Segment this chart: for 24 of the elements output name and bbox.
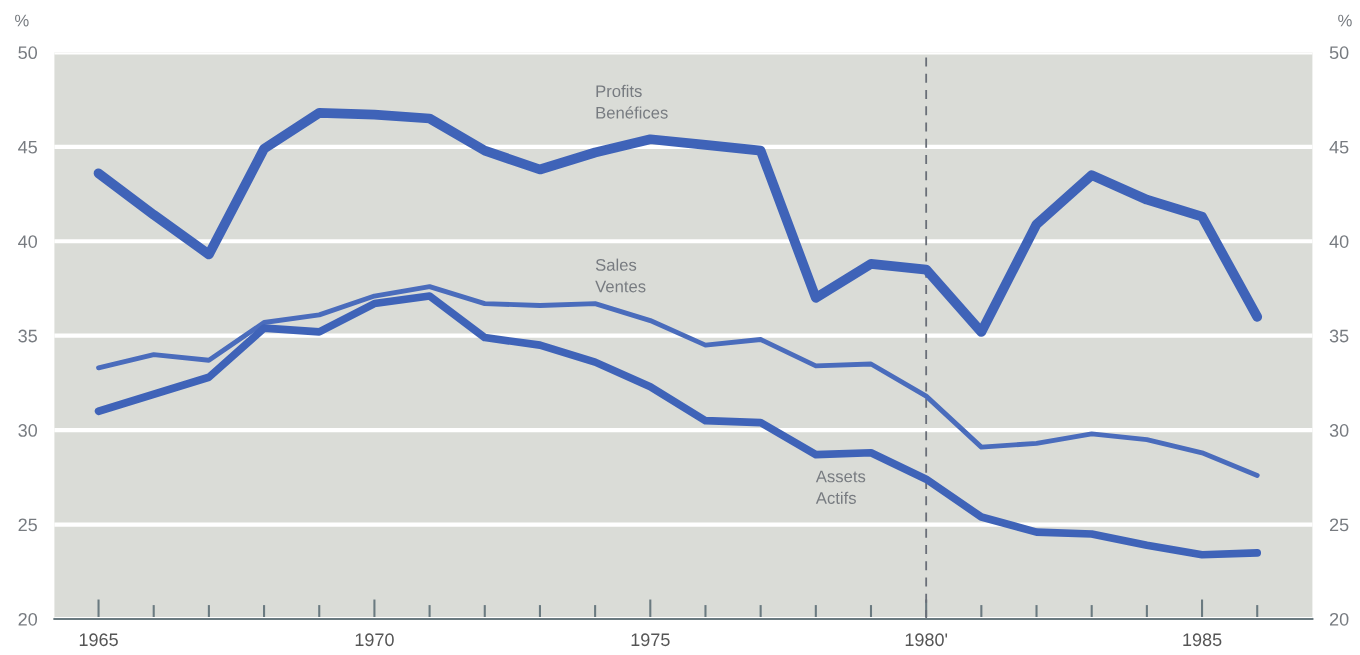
y-tick-label: 50 xyxy=(18,46,38,60)
y-tick-label: 35 xyxy=(18,329,37,343)
y-tick-label: 40 xyxy=(18,235,38,248)
y2-tick-label: 50 xyxy=(1329,46,1349,60)
y2-tick-label: 45 xyxy=(1329,140,1349,154)
x-tick-label: 1970 xyxy=(355,633,394,647)
y2-axis-title: % xyxy=(1338,14,1352,27)
y2-tick-label: 30 xyxy=(1329,424,1349,437)
y2-tick-label: 35 xyxy=(1329,329,1349,343)
series-label: Sales Ventes xyxy=(595,258,646,293)
y2-tick-label: 20 xyxy=(1329,612,1349,626)
y-tick-label: 20 xyxy=(18,612,38,626)
x-tick-label: 1975 xyxy=(631,633,670,647)
series-label: Profits Benéfices xyxy=(596,84,668,119)
y2-tick-label: 40 xyxy=(1329,235,1349,248)
y-tick-label: 25 xyxy=(18,518,37,532)
y-axis-title: % xyxy=(15,14,29,27)
x-tick-label: 1965 xyxy=(79,633,118,647)
y2-tick-label: 25 xyxy=(1329,518,1349,532)
x-tick-label: 1980' xyxy=(905,633,948,647)
y-tick-label: 45 xyxy=(18,140,37,154)
series-label: Assets Actifs xyxy=(815,470,866,504)
x-tick-label: 1985 xyxy=(1183,633,1222,647)
y-tick-label: 30 xyxy=(18,424,38,437)
